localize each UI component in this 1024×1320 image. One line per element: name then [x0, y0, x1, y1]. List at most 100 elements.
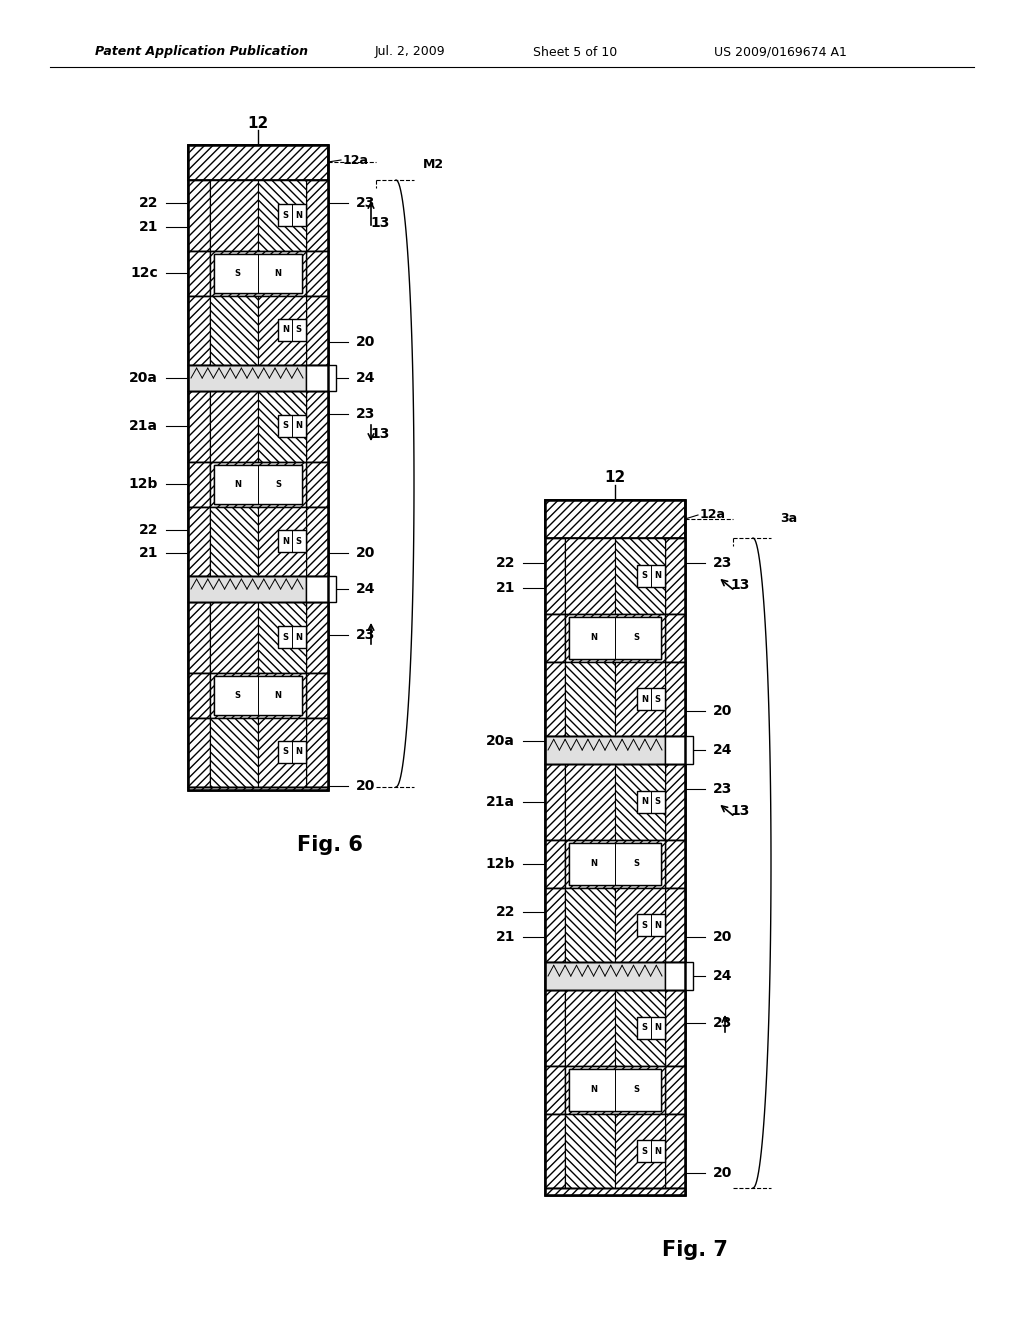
- Text: S: S: [654, 797, 660, 807]
- Text: N: N: [274, 690, 282, 700]
- Text: 22: 22: [138, 195, 158, 210]
- Bar: [210, 462, 306, 507]
- Text: 12: 12: [604, 470, 626, 486]
- Text: 20: 20: [356, 546, 376, 560]
- Bar: [278, 205, 306, 226]
- Text: S: S: [633, 634, 639, 643]
- Text: N: N: [295, 747, 302, 756]
- Text: 3a: 3a: [780, 511, 797, 524]
- Bar: [545, 990, 565, 1067]
- Text: N: N: [654, 920, 660, 929]
- Bar: [665, 663, 685, 737]
- Bar: [637, 913, 665, 936]
- Bar: [665, 962, 693, 990]
- Bar: [665, 1067, 685, 1114]
- Bar: [569, 616, 662, 659]
- Text: 12: 12: [248, 116, 268, 131]
- Text: S: S: [283, 210, 289, 219]
- Bar: [306, 576, 336, 602]
- Bar: [306, 296, 328, 366]
- Text: 21: 21: [138, 546, 158, 560]
- Bar: [210, 251, 306, 296]
- Text: 20: 20: [713, 931, 732, 944]
- Bar: [188, 145, 328, 180]
- Bar: [569, 1069, 662, 1111]
- Bar: [665, 764, 685, 840]
- Bar: [188, 251, 210, 296]
- Text: S: S: [283, 747, 289, 756]
- Bar: [565, 614, 665, 663]
- Text: 20: 20: [713, 704, 732, 718]
- Bar: [278, 319, 306, 341]
- Bar: [306, 602, 328, 673]
- Text: Sheet 5 of 10: Sheet 5 of 10: [532, 45, 617, 58]
- Bar: [545, 888, 565, 962]
- Bar: [565, 663, 615, 737]
- Text: Patent Application Publication: Patent Application Publication: [95, 45, 308, 58]
- Text: 22: 22: [496, 556, 515, 570]
- Text: US 2009/0169674 A1: US 2009/0169674 A1: [714, 45, 847, 58]
- Text: 12a: 12a: [700, 508, 726, 521]
- Text: 12a: 12a: [343, 153, 369, 166]
- Bar: [569, 843, 662, 884]
- Text: N: N: [654, 1147, 660, 1155]
- Text: 23: 23: [713, 1016, 732, 1030]
- Text: 21: 21: [138, 220, 158, 234]
- Text: 12b: 12b: [485, 857, 515, 871]
- Text: S: S: [654, 694, 660, 704]
- Text: 21a: 21a: [129, 418, 158, 433]
- Bar: [258, 391, 306, 462]
- Bar: [565, 888, 615, 962]
- Text: S: S: [234, 690, 241, 700]
- Text: 20: 20: [713, 1166, 732, 1180]
- Bar: [545, 500, 685, 539]
- Text: N: N: [654, 572, 660, 581]
- Bar: [545, 840, 565, 888]
- Bar: [278, 626, 306, 648]
- Bar: [665, 888, 685, 962]
- Bar: [637, 688, 665, 710]
- Text: N: N: [295, 421, 302, 430]
- Text: 23: 23: [713, 781, 732, 796]
- Text: 21a: 21a: [486, 795, 515, 809]
- Text: N: N: [282, 326, 289, 334]
- Bar: [306, 366, 336, 391]
- Bar: [188, 366, 306, 391]
- Bar: [188, 718, 210, 787]
- Text: 24: 24: [356, 371, 376, 385]
- Text: N: N: [641, 797, 648, 807]
- Text: 20: 20: [356, 779, 376, 793]
- Text: S: S: [234, 269, 241, 279]
- Text: 24: 24: [713, 969, 732, 983]
- Text: 13: 13: [730, 804, 750, 818]
- Bar: [615, 539, 665, 614]
- Bar: [214, 253, 302, 293]
- Text: Fig. 6: Fig. 6: [297, 836, 362, 855]
- Bar: [569, 843, 662, 884]
- Text: Jul. 2, 2009: Jul. 2, 2009: [375, 45, 445, 58]
- Bar: [306, 391, 328, 462]
- Bar: [188, 145, 328, 789]
- Bar: [545, 614, 565, 663]
- Bar: [214, 676, 302, 715]
- Bar: [637, 1140, 665, 1162]
- Bar: [665, 614, 685, 663]
- Bar: [188, 673, 210, 718]
- Bar: [565, 840, 665, 888]
- Bar: [306, 462, 328, 507]
- Text: S: S: [283, 421, 289, 430]
- Text: S: S: [642, 920, 647, 929]
- Text: S: S: [642, 1147, 647, 1155]
- Bar: [188, 145, 328, 789]
- Bar: [545, 962, 665, 990]
- Bar: [258, 296, 306, 366]
- Bar: [545, 737, 665, 764]
- Text: 20a: 20a: [129, 371, 158, 385]
- Bar: [565, 990, 615, 1067]
- Bar: [210, 718, 258, 787]
- Bar: [188, 507, 210, 576]
- Bar: [210, 507, 258, 576]
- Bar: [210, 602, 258, 673]
- Bar: [188, 462, 210, 507]
- Text: 13: 13: [730, 578, 750, 591]
